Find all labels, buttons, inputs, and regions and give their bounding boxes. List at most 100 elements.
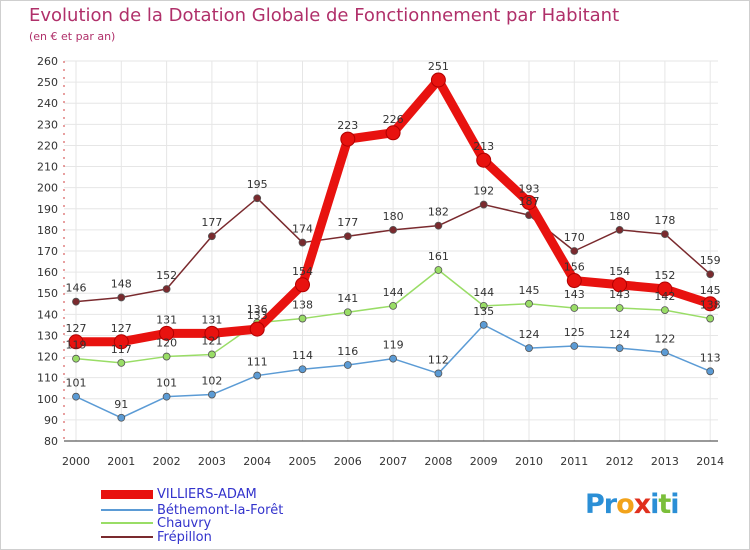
data-label-villiers-adam: 213 [473, 140, 494, 153]
data-label-frepillon: 174 [292, 223, 313, 236]
data-label-bethemont-la-foret: 102 [201, 375, 222, 388]
data-label-bethemont-la-foret: 122 [654, 332, 675, 345]
data-point-villiers-adam [295, 277, 310, 293]
y-tick-label: 150 [37, 287, 58, 300]
y-tick-label: 250 [37, 76, 58, 89]
data-label-villiers-adam: 131 [156, 313, 177, 326]
data-label-chauvry: 161 [428, 250, 449, 263]
x-tick-label: 2013 [651, 455, 679, 468]
data-point-frepillon [434, 221, 443, 230]
data-label-villiers-adam: 154 [609, 265, 630, 278]
data-label-villiers-adam: 223 [337, 119, 358, 132]
x-tick-label: 2006 [334, 455, 362, 468]
y-tick-label: 120 [37, 351, 58, 364]
data-label-villiers-adam: 131 [201, 313, 222, 326]
data-point-bethemont-la-foret [343, 361, 352, 369]
y-tick-label: 220 [37, 139, 58, 152]
data-point-chauvry [706, 314, 715, 323]
data-label-chauvry: 143 [609, 288, 630, 301]
data-point-frepillon [570, 247, 579, 255]
data-point-villiers-adam [566, 273, 582, 289]
data-point-chauvry [389, 301, 398, 310]
y-tick-label: 210 [37, 161, 58, 174]
data-label-frepillon: 170 [564, 231, 585, 244]
data-point-chauvry [343, 308, 352, 317]
data-point-frepillon [72, 297, 80, 306]
x-tick-label: 2004 [243, 455, 271, 468]
legend-label-bethemont: Béthemont-la-Forêt [157, 502, 284, 518]
y-tick-label: 80 [44, 435, 58, 448]
data-point-bethemont-la-foret [706, 367, 715, 376]
data-label-frepillon: 177 [201, 216, 222, 229]
data-label-bethemont-la-foret: 101 [66, 377, 87, 390]
data-label-frepillon: 146 [66, 282, 87, 295]
y-tick-label: 170 [37, 245, 58, 258]
legend-label-chauvry: Chauvry [157, 515, 212, 531]
data-label-bethemont-la-foret: 114 [292, 349, 313, 362]
x-tick-label: 2001 [107, 455, 135, 468]
series-lines [68, 72, 718, 422]
data-point-villiers-adam [476, 152, 492, 168]
data-point-chauvry [162, 352, 171, 361]
data-point-chauvry [615, 304, 624, 312]
data-point-chauvry [298, 314, 307, 323]
x-tick-label: 2010 [515, 455, 543, 468]
data-label-chauvry: 141 [337, 292, 358, 305]
logo-letter: i [670, 489, 679, 520]
data-point-chauvry [434, 266, 443, 274]
data-point-villiers-adam [430, 72, 446, 88]
data-point-bethemont-la-foret [253, 371, 262, 380]
data-label-bethemont-la-foret: 112 [428, 353, 449, 366]
data-label-villiers-adam: 145 [700, 284, 721, 297]
data-point-frepillon [117, 293, 126, 302]
y-tick-label: 240 [37, 97, 58, 110]
axes: 8090100110120130140150160170180190200210… [37, 55, 724, 468]
data-label-frepillon: 177 [337, 216, 358, 229]
logo-letter: o [616, 489, 635, 520]
data-label-bethemont-la-foret: 119 [383, 339, 404, 352]
data-label-chauvry: 144 [473, 286, 494, 299]
data-label-chauvry: 117 [111, 343, 132, 356]
data-point-villiers-adam [521, 194, 537, 210]
data-label-villiers-adam: 251 [428, 60, 449, 73]
data-label-bethemont-la-foret: 116 [337, 345, 358, 358]
data-point-villiers-adam [612, 277, 628, 293]
x-tick-label: 2012 [606, 455, 634, 468]
x-tick-label: 2014 [696, 455, 724, 468]
data-point-villiers-adam [657, 281, 673, 297]
data-label-bethemont-la-foret: 91 [114, 398, 128, 411]
x-tick-label: 2009 [470, 455, 498, 468]
data-point-frepillon [389, 225, 398, 234]
y-tick-label: 140 [37, 308, 58, 321]
data-label-bethemont-la-foret: 124 [519, 328, 540, 341]
data-point-bethemont-la-foret [661, 348, 669, 357]
data-point-bethemont-la-foret [389, 354, 398, 363]
data-label-frepillon: 187 [519, 195, 540, 208]
data-label-chauvry: 119 [66, 339, 87, 352]
legend-swatch-frepillon [101, 536, 153, 538]
data-point-frepillon [162, 285, 171, 293]
legend-item-frepillon: Frépillon [101, 530, 212, 545]
data-point-chauvry [72, 354, 80, 363]
data-point-bethemont-la-foret [298, 365, 307, 374]
data-point-frepillon [298, 238, 307, 247]
data-label-frepillon: 152 [156, 269, 177, 282]
data-point-chauvry [117, 358, 126, 367]
data-point-bethemont-la-foret [479, 320, 488, 329]
y-tick-label: 110 [37, 372, 58, 385]
data-labels: 101 91 101 102 111 114 116 119 112 135 124 125 124 12… [66, 60, 721, 411]
data-point-villiers-adam [340, 131, 356, 147]
data-label-bethemont-la-foret: 135 [473, 305, 494, 318]
legend-swatch-bethemont [101, 509, 153, 511]
logo-letter: t [658, 489, 671, 520]
x-tick-label: 2007 [379, 455, 407, 468]
data-point-chauvry [525, 299, 533, 308]
data-label-villiers-adam: 133 [247, 309, 268, 322]
data-point-bethemont-la-foret [615, 344, 624, 353]
legend-item-villiers-adam: VILLIERS-ADAM [101, 487, 257, 502]
data-label-bethemont-la-foret: 125 [564, 326, 585, 339]
data-point-bethemont-la-foret [434, 369, 443, 378]
data-point-chauvry [570, 304, 579, 312]
data-point-villiers-adam [204, 325, 220, 341]
